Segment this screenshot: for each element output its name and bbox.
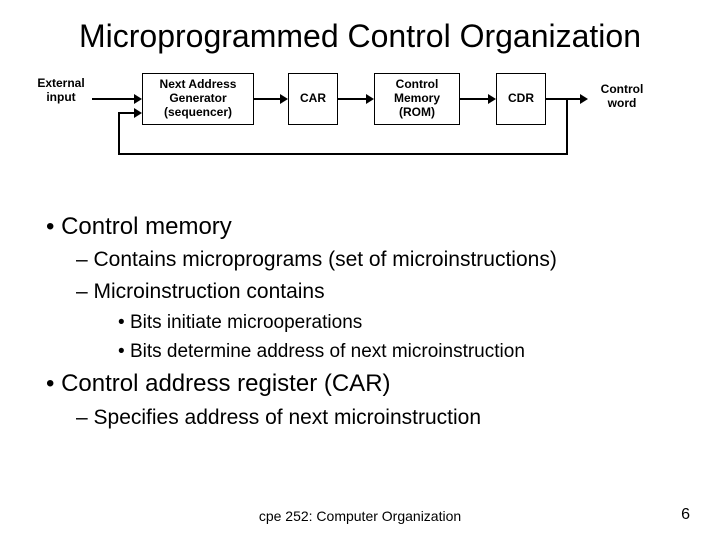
diagram-box-rom: ControlMemory(ROM) (374, 73, 460, 125)
page-number: 6 (681, 506, 690, 524)
footer-text: cpe 252: Computer Organization (0, 508, 720, 524)
diagram-box-nag: Next AddressGenerator(sequencer) (142, 73, 254, 125)
bullet-level-3: Bits initiate microoperations (118, 310, 692, 335)
bullet-level-2: Contains microprograms (set of microinst… (76, 246, 692, 274)
diagram-label-cw: Controlword (590, 83, 654, 113)
arrow (92, 93, 144, 105)
bullet-level-2: Specifies address of next microinstructi… (76, 404, 692, 432)
bullet-level-3: Bits determine address of next microinst… (118, 339, 692, 364)
bullet-level-2: Microinstruction contains (76, 278, 692, 306)
slide: Microprogrammed Control Organization Ext… (0, 0, 720, 540)
diagram-box-cdr: CDR (496, 73, 546, 125)
arrow (460, 93, 498, 105)
arrow (546, 93, 590, 105)
feedback-line (118, 153, 568, 155)
diagram-label-ext: Externalinput (30, 77, 92, 107)
bullet-list: Control memory Contains microprograms (se… (28, 211, 692, 432)
slide-title: Microprogrammed Control Organization (28, 18, 692, 55)
arrow (118, 107, 144, 119)
block-diagram: Externalinput Next AddressGenerator(seque… (30, 73, 690, 183)
diagram-box-car: CAR (288, 73, 338, 125)
bullet-level-1: Control address register (CAR) (46, 368, 692, 400)
arrow (254, 93, 290, 105)
feedback-line (566, 99, 568, 153)
feedback-line (118, 113, 120, 155)
arrow (338, 93, 376, 105)
bullet-level-1: Control memory (46, 211, 692, 243)
